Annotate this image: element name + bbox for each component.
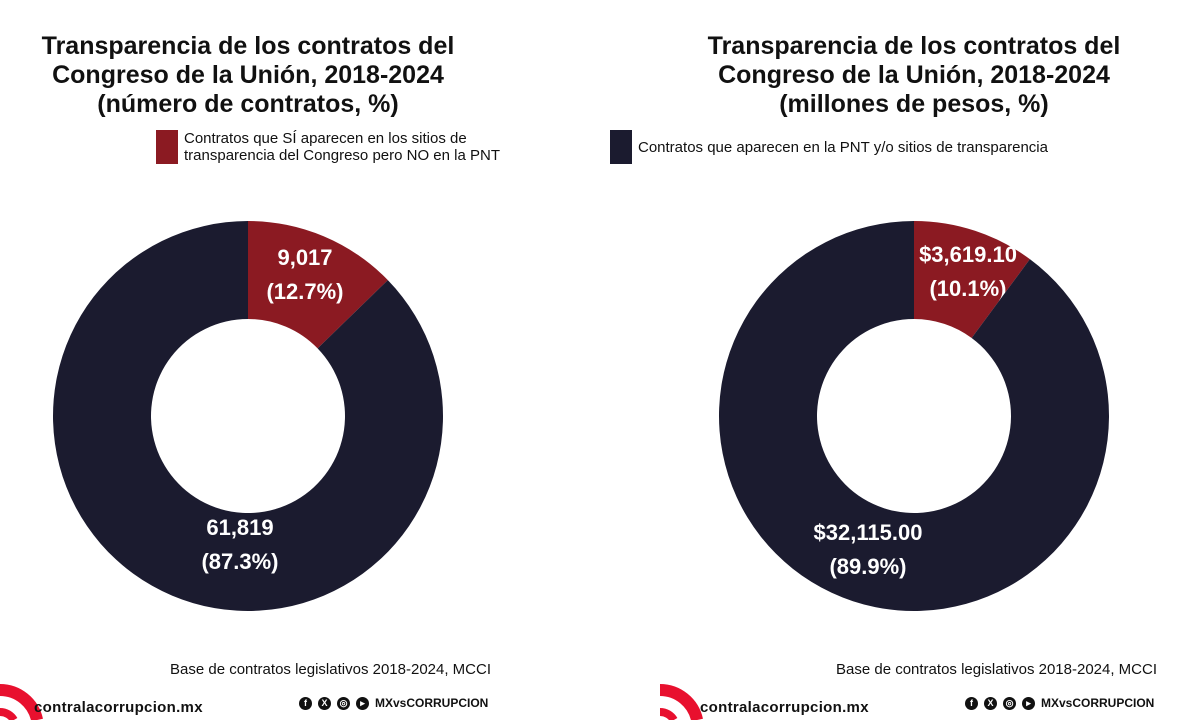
legend-line: transparencia del Congreso pero NO en la… <box>184 147 500 164</box>
youtube-icon[interactable]: ▸ <box>356 696 369 710</box>
youtube-icon[interactable]: ▸ <box>1022 696 1035 710</box>
legend-label: Contratos que SÍ aparecen en los sitios … <box>184 130 500 164</box>
facebook-icon[interactable]: f <box>299 696 312 710</box>
source-right: Base de contratos legislativos 2018-2024… <box>836 661 1158 678</box>
slice-pct-label: (10.1%) <box>929 276 1006 301</box>
brand-left: contralacorrupcion.mx <box>34 699 203 716</box>
slice-value-label: 9,017 <box>277 245 332 270</box>
title-line: (número de contratos, %) <box>97 90 399 118</box>
legend-line: Contratos que SÍ aparecen en los sitios … <box>184 130 467 147</box>
slice-value-label: $3,619.10 <box>919 242 1017 267</box>
legend-right: Contratos que aparecen en la PNT y/o sit… <box>610 130 1048 164</box>
chart-title-right: Transparencia de los contratos del Congr… <box>614 32 1200 119</box>
facebook-icon[interactable]: f <box>965 696 978 710</box>
source-left: Base de contratos legislativos 2018-2024… <box>170 661 492 678</box>
social-right: f X ◎ ▸ MXvsCORRUPCION <box>965 696 1154 710</box>
title-line: (millones de pesos, %) <box>779 90 1049 118</box>
donut-slice <box>248 221 388 349</box>
title-line: Transparencia de los contratos del <box>41 32 455 60</box>
legend-swatch-navy <box>610 130 632 164</box>
title-line: Congreso de la Unión, 2018-2024 <box>52 61 444 89</box>
social-left: f X ◎ ▸ MXvsCORRUPCION <box>299 696 488 710</box>
title-line: Congreso de la Unión, 2018-2024 <box>718 61 1110 89</box>
legend-swatch-red <box>156 130 178 164</box>
handle: MXvsCORRUPCION <box>1041 696 1155 710</box>
logo-arcs-right-icon <box>660 684 703 720</box>
slice-pct-label: (87.3%) <box>201 549 278 574</box>
logo-arcs-left-icon <box>0 684 43 720</box>
slice-pct-label: (89.9%) <box>829 554 906 579</box>
donut-slice <box>719 221 1110 611</box>
legend-label: Contratos que aparecen en la PNT y/o sit… <box>638 138 1048 156</box>
instagram-icon[interactable]: ◎ <box>337 696 350 710</box>
x-icon[interactable]: X <box>318 696 331 710</box>
slice-value-label: $32,115.00 <box>814 520 923 545</box>
chart-title-left: Transparencia de los contratos del Congr… <box>0 32 548 119</box>
x-icon[interactable]: X <box>984 696 997 710</box>
handle: MXvsCORRUPCION <box>375 696 489 710</box>
instagram-icon[interactable]: ◎ <box>1003 696 1016 710</box>
slice-value-label: 61,819 <box>206 515 273 540</box>
donut-slice <box>914 221 1030 338</box>
slice-pct-label: (12.7%) <box>266 279 343 304</box>
brand-right: contralacorrupcion.mx <box>700 699 869 716</box>
donut-slice <box>52 221 443 611</box>
title-line: Transparencia de los contratos del <box>707 32 1121 60</box>
legend-left: Contratos que SÍ aparecen en los sitios … <box>156 130 500 164</box>
